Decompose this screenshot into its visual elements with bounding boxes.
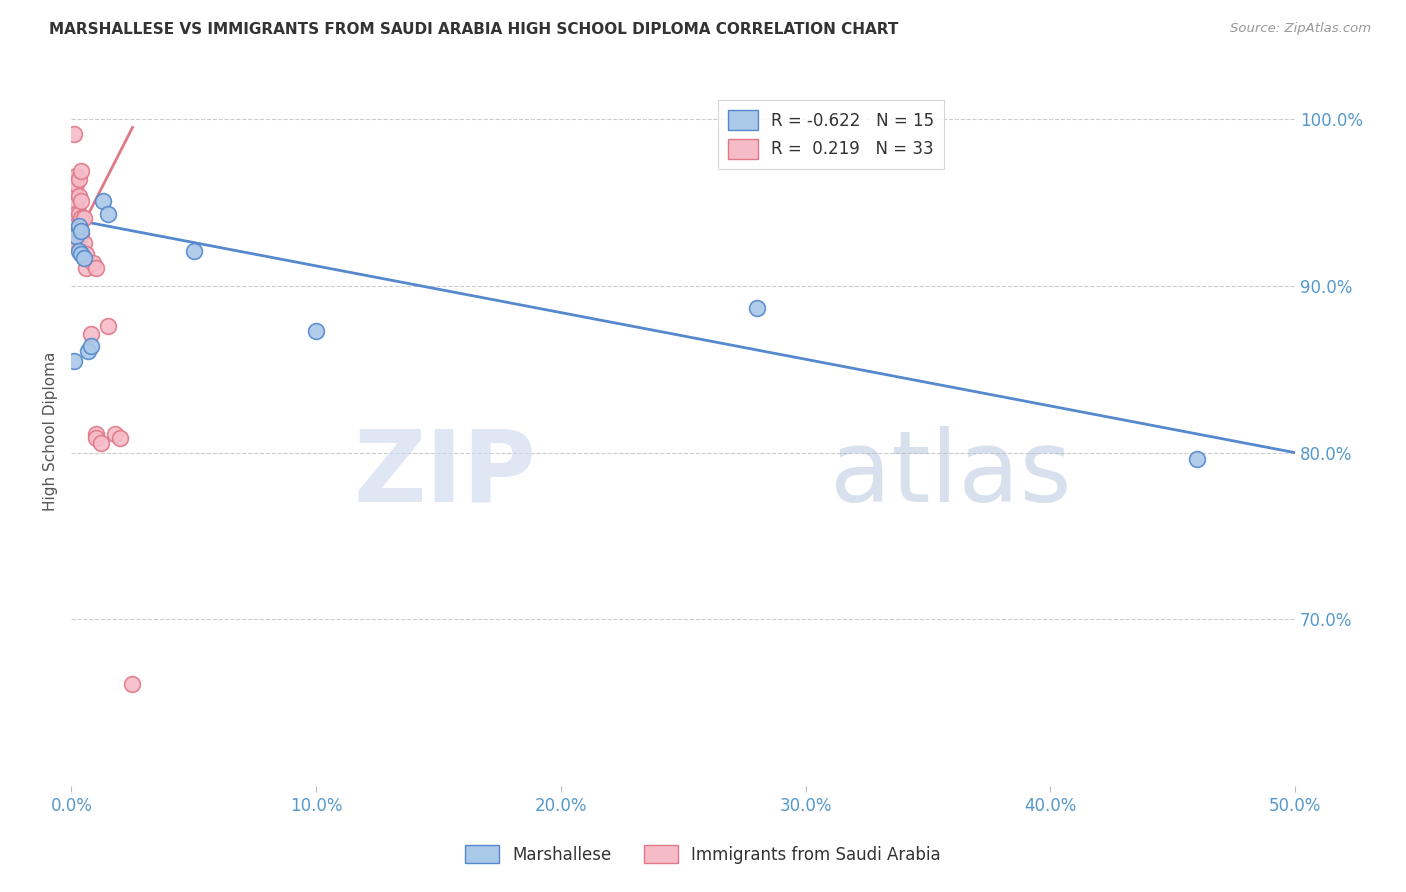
Point [305, 324, 328, 338]
Point [62, 127, 84, 141]
Point [70, 224, 93, 238]
Legend: Marshallese, Immigrants from Saudi Arabia: Marshallese, Immigrants from Saudi Arabi… [458, 838, 948, 871]
Point [90, 435, 112, 450]
Point [65, 207, 87, 221]
Point [67, 189, 90, 203]
Point [70, 211, 93, 225]
Point [91, 194, 114, 208]
Text: MARSHALLESE VS IMMIGRANTS FROM SAUDI ARABIA HIGH SCHOOL DIPLOMA CORRELATION CHAR: MARSHALLESE VS IMMIGRANTS FROM SAUDI ARA… [49, 22, 898, 37]
Point [70, 247, 93, 261]
Point [80, 327, 103, 342]
Point [62, 174, 84, 188]
Point [121, 677, 143, 691]
Point [97, 318, 120, 333]
Point [62, 190, 84, 204]
Y-axis label: High School Diploma: High School Diploma [44, 352, 58, 511]
Point [745, 301, 768, 315]
Point [67, 219, 90, 233]
Text: ZIP: ZIP [353, 425, 536, 523]
Point [183, 244, 205, 258]
Point [75, 247, 97, 261]
Point [62, 180, 84, 194]
Point [65, 197, 87, 211]
Point [65, 169, 87, 183]
Point [67, 207, 90, 221]
Point [104, 427, 127, 442]
Point [1185, 452, 1208, 467]
Point [65, 177, 87, 191]
Point [77, 343, 100, 358]
Point [82, 255, 104, 269]
Point [62, 354, 84, 368]
Point [75, 260, 97, 275]
Point [72, 211, 94, 225]
Text: atlas: atlas [830, 425, 1071, 523]
Point [65, 227, 87, 242]
Legend: R = -0.622   N = 15, R =  0.219   N = 33: R = -0.622 N = 15, R = 0.219 N = 33 [717, 100, 943, 169]
Point [70, 227, 93, 242]
Point [97, 207, 120, 221]
Point [72, 251, 94, 265]
Point [67, 172, 90, 186]
Point [110, 431, 132, 445]
Point [70, 164, 93, 178]
Point [65, 235, 87, 250]
Point [84, 431, 107, 445]
Point [72, 235, 94, 250]
Point [67, 244, 90, 258]
Point [84, 427, 107, 442]
Point [65, 228, 87, 243]
Point [84, 260, 107, 275]
Point [67, 219, 90, 233]
Point [70, 194, 93, 208]
Point [67, 232, 90, 246]
Point [80, 339, 103, 353]
Text: Source: ZipAtlas.com: Source: ZipAtlas.com [1230, 22, 1371, 36]
